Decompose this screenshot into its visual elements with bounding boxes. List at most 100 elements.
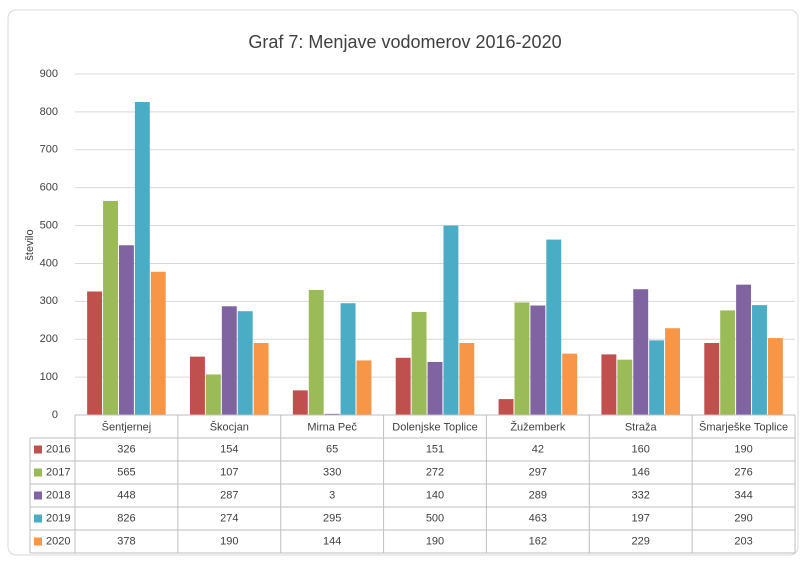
chart-title: Graf 7: Menjave vodomerov 2016-2020	[248, 32, 561, 52]
bar	[498, 399, 514, 415]
table-value: 500	[426, 512, 444, 524]
table-value: 330	[323, 466, 341, 478]
table-value: 463	[529, 512, 547, 524]
table-value: 65	[326, 443, 338, 455]
table-value: 162	[529, 535, 547, 547]
bar	[530, 305, 546, 415]
bar	[633, 289, 649, 415]
table-value: 344	[734, 489, 752, 501]
x-tick-label: Šmarješke Toplice	[699, 420, 788, 433]
table-value: 107	[220, 466, 238, 478]
x-tick-label: Šentjernej	[102, 420, 152, 433]
bar	[395, 357, 411, 415]
bar	[324, 413, 340, 415]
legend-label: 2020	[46, 535, 70, 547]
bar	[601, 354, 617, 415]
x-tick-label: Straža	[625, 421, 658, 433]
bar	[221, 306, 237, 415]
table-value: 297	[529, 466, 547, 478]
table-value: 3	[329, 489, 335, 501]
bar	[118, 245, 134, 415]
bar	[237, 311, 253, 415]
y-tick-label: 100	[40, 371, 58, 383]
bar	[411, 311, 427, 415]
legend-swatch	[34, 514, 42, 523]
bar	[340, 303, 356, 415]
table-value: 378	[117, 535, 135, 547]
table-value: 274	[220, 512, 238, 524]
table-value: 295	[323, 512, 341, 524]
bar	[736, 284, 752, 415]
bar	[665, 328, 680, 415]
x-tick-label: Mirna Peč	[307, 421, 357, 433]
bar	[205, 374, 221, 415]
y-tick-label: 700	[40, 144, 58, 156]
table-value: 448	[117, 489, 135, 501]
y-tick-label: 500	[40, 219, 58, 231]
y-tick-label: 900	[40, 68, 58, 80]
bar	[617, 359, 633, 415]
bar	[427, 361, 443, 415]
bar	[649, 340, 665, 415]
table-value: 290	[734, 512, 752, 524]
x-tick-label: Škocjan	[210, 420, 249, 433]
bar	[356, 360, 372, 415]
legend-swatch	[34, 537, 42, 546]
table-value: 154	[220, 443, 238, 455]
bar	[514, 302, 530, 415]
table-value: 272	[426, 466, 444, 478]
legend-label: 2019	[46, 512, 70, 524]
y-tick-label: 800	[40, 106, 58, 118]
bar	[704, 343, 720, 415]
table-value: 289	[529, 489, 547, 501]
bar	[103, 200, 118, 415]
legend-label: 2018	[46, 489, 70, 501]
table-value: 146	[632, 466, 650, 478]
table-value: 190	[426, 535, 444, 547]
x-tick-label: Dolenjske Toplice	[392, 421, 477, 433]
table-value: 160	[632, 443, 650, 455]
legend-label: 2016	[46, 443, 70, 455]
table-value: 203	[734, 535, 752, 547]
bar	[720, 310, 736, 415]
y-tick-label: 400	[40, 257, 58, 269]
bar	[546, 239, 562, 415]
bar	[292, 390, 308, 415]
y-tick-label: 300	[40, 295, 58, 307]
x-tick-label: Žužemberk	[510, 420, 566, 433]
table-value: 144	[323, 535, 341, 547]
y-tick-label: 600	[40, 182, 58, 194]
chart-border	[7, 9, 799, 556]
bar	[253, 343, 269, 415]
table-value: 287	[220, 489, 238, 501]
table-value: 190	[734, 443, 752, 455]
table-value: 229	[632, 535, 650, 547]
table-value: 326	[117, 443, 135, 455]
bar	[767, 338, 783, 415]
bar	[443, 225, 459, 415]
y-tick-label: 0	[52, 409, 58, 421]
legend-label: 2017	[46, 466, 70, 478]
table-value: 42	[532, 443, 544, 455]
legend-swatch	[34, 491, 42, 500]
bar	[134, 102, 150, 415]
y-tick-label: 200	[40, 333, 58, 345]
legend-swatch	[34, 468, 42, 477]
table-value: 190	[220, 535, 238, 547]
table-value: 332	[632, 489, 650, 501]
bar	[308, 289, 324, 415]
bar	[87, 291, 103, 415]
legend-swatch	[34, 445, 42, 454]
bar	[752, 305, 767, 415]
table-value: 140	[426, 489, 444, 501]
bar	[459, 343, 475, 415]
table-value: 565	[117, 466, 135, 478]
table-value: 276	[734, 466, 752, 478]
bar	[190, 356, 205, 415]
table-value: 151	[426, 443, 444, 455]
table-value: 197	[632, 512, 650, 524]
bar	[562, 353, 578, 415]
y-axis-label: število	[24, 229, 36, 260]
table-value: 826	[117, 512, 135, 524]
